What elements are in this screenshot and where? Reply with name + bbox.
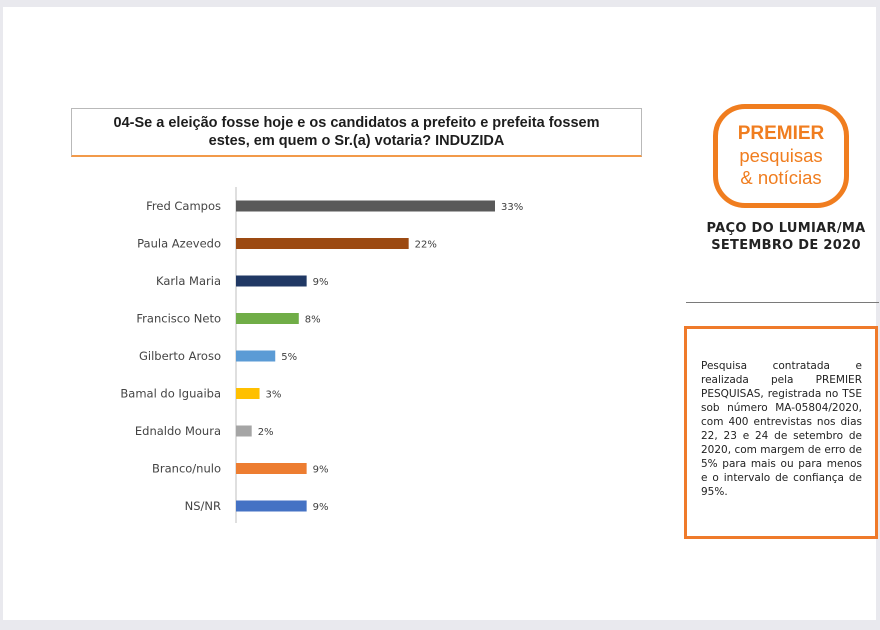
bar (236, 425, 252, 437)
bar (236, 350, 276, 362)
value-label: 9% (313, 277, 329, 288)
methodology-note: Pesquisa contratada e realizada pela PRE… (684, 326, 878, 539)
category-label: Bamal do Iguaiba (120, 387, 221, 401)
chart-title-line1: 04-Se a eleição fosse hoje e os candidat… (113, 115, 600, 131)
logo-line3: & notícias (740, 167, 822, 188)
category-label: Paula Azevedo (137, 237, 221, 251)
value-label: 8% (305, 315, 321, 326)
bar (236, 500, 307, 512)
slide: 04-Se a eleição fosse hoje e os candidat… (3, 7, 879, 620)
value-label: 5% (281, 352, 297, 363)
value-label: 33% (501, 202, 523, 213)
category-label: Karla Maria (156, 274, 221, 288)
location-date: PAÇO DO LUMIAR/MA SETEMBRO DE 2020 (691, 220, 880, 254)
value-label: 2% (258, 427, 274, 438)
value-label: 9% (313, 502, 329, 513)
bar (236, 200, 495, 212)
value-label: 3% (266, 390, 282, 401)
logo-line2: pesquisas (739, 145, 823, 166)
chart-title-box: 04-Se a eleição fosse hoje e os candidat… (71, 108, 642, 157)
category-label: Fred Campos (146, 199, 221, 213)
chart-title-line2: estes, em quem o Sr.(a) votaria? INDUZID… (208, 133, 505, 149)
location-line1: PAÇO DO LUMIAR/MA (706, 221, 866, 236)
bar (236, 313, 299, 324)
premier-logo: PREMIER pesquisas & notícias (713, 104, 849, 208)
location-line2: SETEMBRO DE 2020 (711, 238, 861, 253)
category-label: NS/NR (185, 499, 221, 513)
category-label: Branco/nulo (152, 462, 221, 476)
category-label: Ednaldo Moura (135, 424, 221, 438)
category-label: Gilberto Aroso (139, 349, 221, 363)
divider (686, 302, 879, 303)
bar (236, 275, 307, 287)
value-label: 22% (415, 240, 437, 251)
value-label: 9% (313, 465, 329, 476)
bar (236, 463, 307, 474)
bar (236, 388, 260, 399)
logo-line1: PREMIER (737, 123, 825, 144)
category-label: Francisco Neto (136, 312, 221, 326)
bar (236, 238, 409, 249)
